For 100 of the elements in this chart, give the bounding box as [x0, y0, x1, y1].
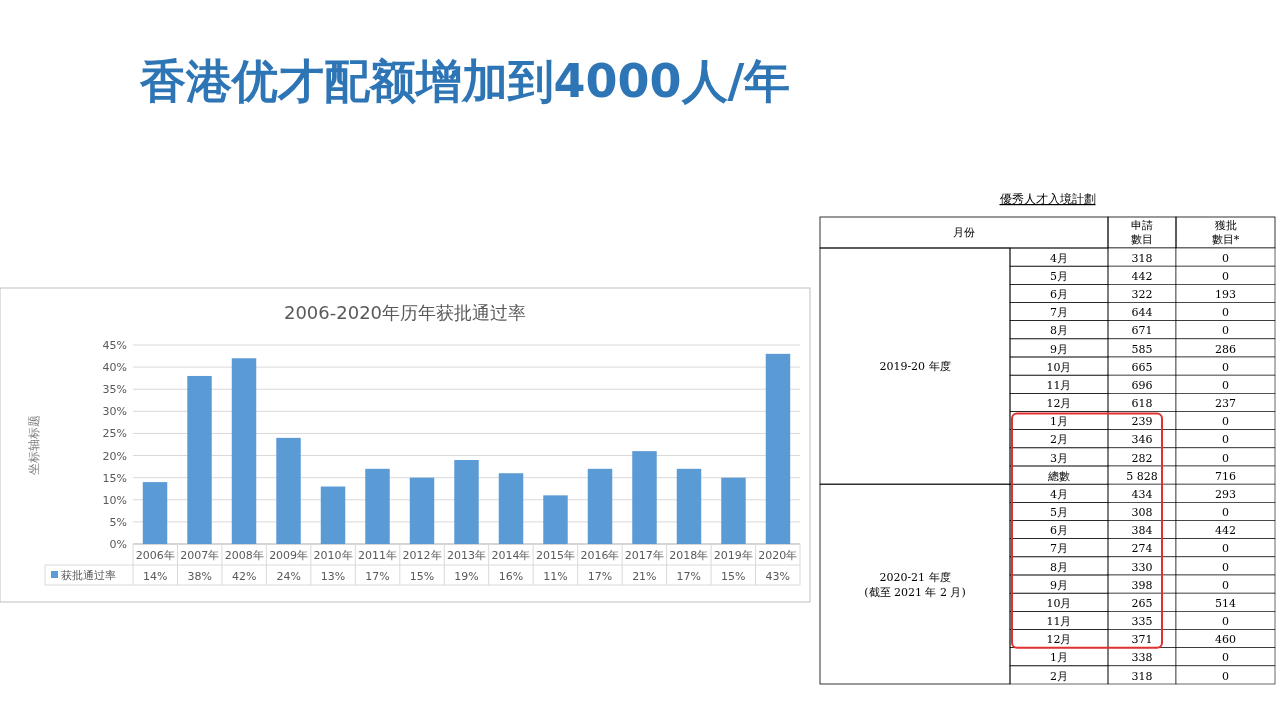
- data-label: 16%: [498, 570, 524, 583]
- data-label: 17%: [365, 570, 390, 583]
- legend-label: 获批通过率: [61, 569, 116, 582]
- data-label: 318: [1131, 669, 1153, 683]
- data-label: 0: [1222, 378, 1229, 392]
- bar: [543, 495, 568, 544]
- data-label: 460: [1215, 633, 1236, 647]
- bar: [187, 375, 212, 544]
- bar: [632, 451, 657, 544]
- x-tick-label: 2012年: [402, 549, 442, 562]
- x-tick-label: 2010年: [313, 549, 353, 562]
- y-tick-label: 45%: [102, 339, 127, 352]
- bar: [365, 468, 390, 544]
- bar: [409, 477, 435, 544]
- y-tick-label: 6月: [1050, 288, 1068, 301]
- y-tick-label: 5%: [109, 515, 127, 529]
- x-tick-label: 2020年: [758, 549, 798, 562]
- data-label: 42%: [231, 570, 257, 583]
- data-label: 0: [1222, 542, 1229, 556]
- data-label: 15%: [409, 570, 435, 583]
- data-label: 265: [1131, 596, 1153, 610]
- y-tick-label: 2月: [1050, 669, 1068, 683]
- data-label: 0: [1222, 306, 1229, 320]
- text: 2019-20 年度: [879, 360, 951, 374]
- y-tick-label: 1月: [1050, 651, 1068, 665]
- y-tick-label: 12月: [1046, 633, 1072, 647]
- y-tick-label: 2月: [1050, 433, 1068, 447]
- data-label: 308: [1131, 506, 1153, 519]
- data-label: 19%: [454, 570, 479, 583]
- bar: [231, 358, 257, 544]
- x-tick-label: 2015年: [535, 549, 575, 562]
- y-tick-label: 總數: [1047, 469, 1070, 483]
- x-tick-label: 2008年: [224, 549, 264, 562]
- bar: [320, 486, 346, 544]
- data-label: 338: [1131, 651, 1153, 665]
- x-tick-label: 2016年: [580, 549, 620, 562]
- data-label: 322: [1131, 288, 1153, 301]
- data-label: 696: [1131, 378, 1153, 392]
- y-tick-label: 35%: [102, 383, 127, 397]
- y-tick-label: 40%: [102, 361, 127, 375]
- x-tick-label: 2009年: [269, 549, 309, 562]
- y-axis-title: 坐标轴标题: [27, 415, 41, 475]
- data-label: 293: [1215, 487, 1236, 501]
- data-label: 21%: [632, 570, 657, 583]
- chart-title: 香港优才配额增加到4000人/年: [138, 54, 791, 108]
- y-tick-label: 1月: [1050, 415, 1068, 429]
- data-label: 0: [1222, 360, 1229, 374]
- data-label: 17%: [587, 570, 613, 583]
- data-label: 43%: [765, 570, 790, 583]
- data-label: 335: [1131, 615, 1153, 628]
- data-label: 0: [1222, 451, 1229, 465]
- y-tick-label: 9月: [1050, 578, 1068, 592]
- chart-subtitle: 2006-2020年历年获批通过率: [283, 302, 527, 323]
- bar: [587, 468, 613, 544]
- y-tick-label: 7月: [1050, 306, 1068, 320]
- bar: [721, 477, 746, 544]
- data-label: 0: [1222, 669, 1229, 683]
- data-label: 193: [1215, 288, 1236, 301]
- data-label: 0: [1222, 269, 1229, 283]
- x-tick-label: 2006年: [135, 549, 175, 562]
- data-label: 0: [1222, 651, 1229, 665]
- bar: [498, 473, 524, 544]
- bar: [454, 459, 479, 544]
- data-label: 318: [1131, 251, 1153, 265]
- data-label: 237: [1215, 397, 1236, 410]
- data-label: 274: [1131, 542, 1153, 556]
- data-label: 442: [1215, 524, 1236, 538]
- x-tick-label: 2019年: [713, 549, 753, 562]
- data-label: 0: [1222, 415, 1229, 429]
- data-label: 0: [1222, 251, 1229, 265]
- data-label: 13%: [320, 570, 346, 583]
- data-label: 0: [1222, 578, 1229, 592]
- x-tick-label: 2018年: [669, 549, 709, 562]
- text: 2020-21 年度 (截至 2021 年 2 月): [864, 570, 966, 599]
- data-label: 286: [1215, 342, 1236, 356]
- y-tick-label: 6月: [1050, 524, 1068, 538]
- y-tick-label: 11月: [1046, 615, 1072, 628]
- data-label: 24%: [276, 570, 301, 583]
- data-label: 0: [1222, 324, 1229, 338]
- data-label: 282: [1131, 451, 1153, 465]
- data-label: 671: [1131, 324, 1153, 338]
- y-tick-label: 5月: [1050, 506, 1068, 519]
- y-tick-label: 5月: [1050, 269, 1068, 283]
- data-label: 644: [1131, 306, 1153, 320]
- y-tick-label: 8月: [1050, 560, 1068, 574]
- bar: [142, 482, 168, 544]
- data-label: 0: [1222, 560, 1229, 574]
- y-tick-label: 4月: [1050, 251, 1068, 265]
- y-tick-label: 15%: [102, 471, 127, 485]
- data-label: 716: [1215, 469, 1236, 483]
- y-tick-label: 3月: [1050, 451, 1068, 465]
- data-label: 14%: [143, 570, 168, 583]
- y-tick-label: 9月: [1050, 342, 1068, 356]
- y-tick-label: 30%: [102, 405, 127, 419]
- y-tick-label: 25%: [102, 427, 127, 441]
- data-label: 346: [1131, 433, 1153, 447]
- data-label: 5 828: [1126, 469, 1158, 483]
- data-label: 371: [1131, 633, 1153, 647]
- x-tick-label: 2007年: [180, 549, 220, 562]
- data-label: 239: [1131, 415, 1153, 429]
